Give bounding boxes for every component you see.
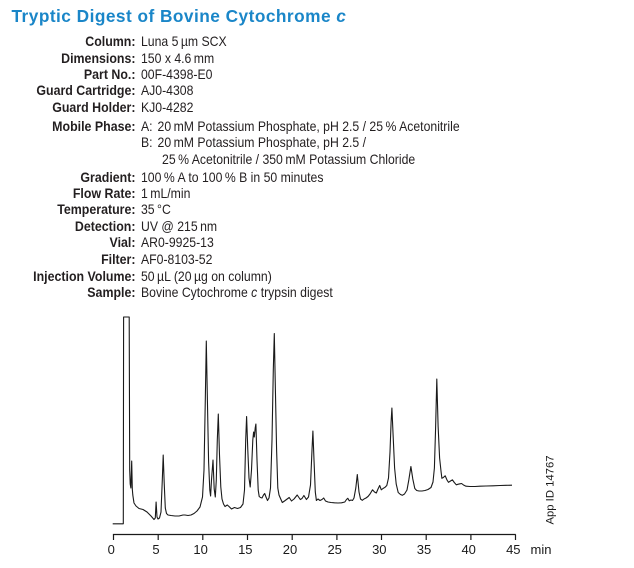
svg-text:25: 25 bbox=[327, 542, 341, 557]
svg-text:5: 5 bbox=[152, 542, 159, 557]
svg-text:35: 35 bbox=[417, 542, 431, 557]
svg-text:min: min bbox=[531, 542, 552, 557]
svg-text:App ID 14767: App ID 14767 bbox=[545, 455, 557, 524]
svg-text:15: 15 bbox=[238, 542, 252, 557]
svg-text:20: 20 bbox=[283, 542, 297, 557]
svg-text:0: 0 bbox=[108, 542, 115, 557]
svg-text:40: 40 bbox=[461, 542, 475, 557]
svg-text:30: 30 bbox=[372, 542, 386, 557]
svg-text:10: 10 bbox=[193, 542, 207, 557]
svg-text:45: 45 bbox=[506, 542, 520, 557]
